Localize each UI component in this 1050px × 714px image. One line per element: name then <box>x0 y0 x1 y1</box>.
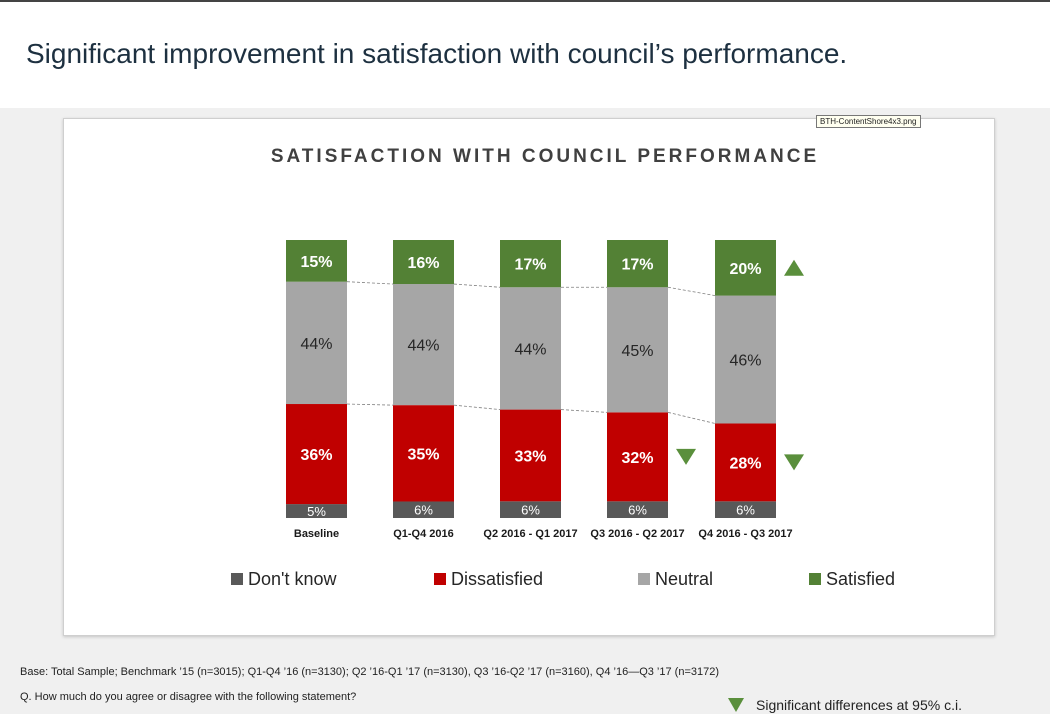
legend-label-satisfied: Satisfied <box>826 569 895 589</box>
bar-dissatisfied-5 <box>715 423 776 502</box>
connector-line-neutral-2 <box>453 283 501 288</box>
legend-label-don-t-know: Don't know <box>248 569 337 589</box>
data-label-don-t-know-1: 5% <box>307 504 326 519</box>
bar-dissatisfied-4 <box>607 412 668 502</box>
bar-don-t-know-4 <box>607 501 668 518</box>
category-label-5: Q4 2016 - Q3 2017 <box>698 528 792 540</box>
bar-dissatisfied-2 <box>393 405 454 502</box>
footnote-base: Base: Total Sample; Benchmark ’15 (n=301… <box>20 666 720 678</box>
connector-line-neutral-1 <box>346 281 394 285</box>
bar-neutral-1 <box>286 281 347 405</box>
legend-swatch-neutral <box>638 573 650 585</box>
data-label-neutral-1: 44% <box>300 336 332 353</box>
connector-line-dissatisfied-3 <box>560 409 608 413</box>
bar-don-t-know-3 <box>500 501 561 518</box>
file-name-tooltip: BTH-ContentShore4x3.png <box>816 115 921 128</box>
category-label-4: Q3 2016 - Q2 2017 <box>590 528 684 540</box>
bar-satisfied-1 <box>286 240 347 282</box>
data-label-dissatisfied-1: 36% <box>300 447 332 464</box>
bar-dissatisfied-1 <box>286 404 347 505</box>
bar-satisfied-3 <box>500 240 561 288</box>
significance-down-marker-1 <box>676 448 696 465</box>
legend-swatch-satisfied <box>809 573 821 585</box>
chart-title: SATISFACTION WITH COUNCIL PERFORMANCE <box>271 146 819 167</box>
data-label-satisfied-5: 20% <box>729 261 761 278</box>
category-label-1: Baseline <box>294 528 339 540</box>
significance-note-text: Significant differences at 95% c.i. <box>756 697 962 713</box>
significance-up-marker-3 <box>784 259 804 276</box>
bar-neutral-5 <box>715 295 776 424</box>
bar-satisfied-2 <box>393 240 454 285</box>
data-label-neutral-4: 45% <box>621 343 653 360</box>
bar-satisfied-5 <box>715 240 776 296</box>
bar-neutral-4 <box>607 287 668 413</box>
bar-don-t-know-1 <box>286 504 347 518</box>
bar-neutral-3 <box>500 287 561 410</box>
significance-note: Significant differences at 95% c.i. <box>728 697 962 713</box>
category-label-3: Q2 2016 - Q1 2017 <box>483 528 577 540</box>
data-label-dissatisfied-5: 28% <box>729 455 761 472</box>
data-label-don-t-know-3: 6% <box>521 503 540 518</box>
data-label-dissatisfied-4: 32% <box>621 450 653 467</box>
slide-headline: Significant improvement in satisfaction … <box>26 38 848 69</box>
data-label-satisfied-1: 15% <box>300 254 332 271</box>
data-label-don-t-know-2: 6% <box>414 503 433 518</box>
connector-line-dissatisfied-1 <box>346 403 394 406</box>
connector-line-dissatisfied-4 <box>667 411 716 424</box>
data-label-neutral-2: 44% <box>407 338 439 355</box>
data-label-satisfied-3: 17% <box>514 257 546 274</box>
data-label-satisfied-4: 17% <box>621 257 653 274</box>
bar-don-t-know-2 <box>393 501 454 518</box>
data-label-neutral-5: 46% <box>729 353 761 370</box>
data-label-don-t-know-5: 6% <box>736 503 755 518</box>
bar-don-t-know-5 <box>715 501 776 518</box>
significance-down-triangle-icon <box>728 698 744 712</box>
bar-neutral-2 <box>393 284 454 406</box>
data-label-dissatisfied-3: 33% <box>514 448 546 465</box>
slide-header: Significant improvement in satisfaction … <box>0 2 1050 108</box>
category-label-2: Q1-Q4 2016 <box>393 528 454 540</box>
data-label-neutral-3: 44% <box>514 341 546 358</box>
significance-down-marker-2 <box>784 454 804 471</box>
legend-swatch-dissatisfied <box>434 573 446 585</box>
legend-label-neutral: Neutral <box>655 569 713 589</box>
data-label-dissatisfied-2: 35% <box>407 446 439 463</box>
data-label-don-t-know-4: 6% <box>628 503 647 518</box>
bar-satisfied-4 <box>607 240 668 288</box>
legend-label-dissatisfied: Dissatisfied <box>451 569 543 589</box>
data-label-satisfied-2: 16% <box>407 255 439 272</box>
connector-line-dissatisfied-2 <box>453 404 501 410</box>
bar-dissatisfied-3 <box>500 409 561 502</box>
legend-swatch-don-t-know <box>231 573 243 585</box>
top-border <box>0 0 1050 2</box>
connector-line-neutral-4 <box>667 286 716 296</box>
footnote-question: Q. How much do you agree or disagree wit… <box>20 691 357 703</box>
